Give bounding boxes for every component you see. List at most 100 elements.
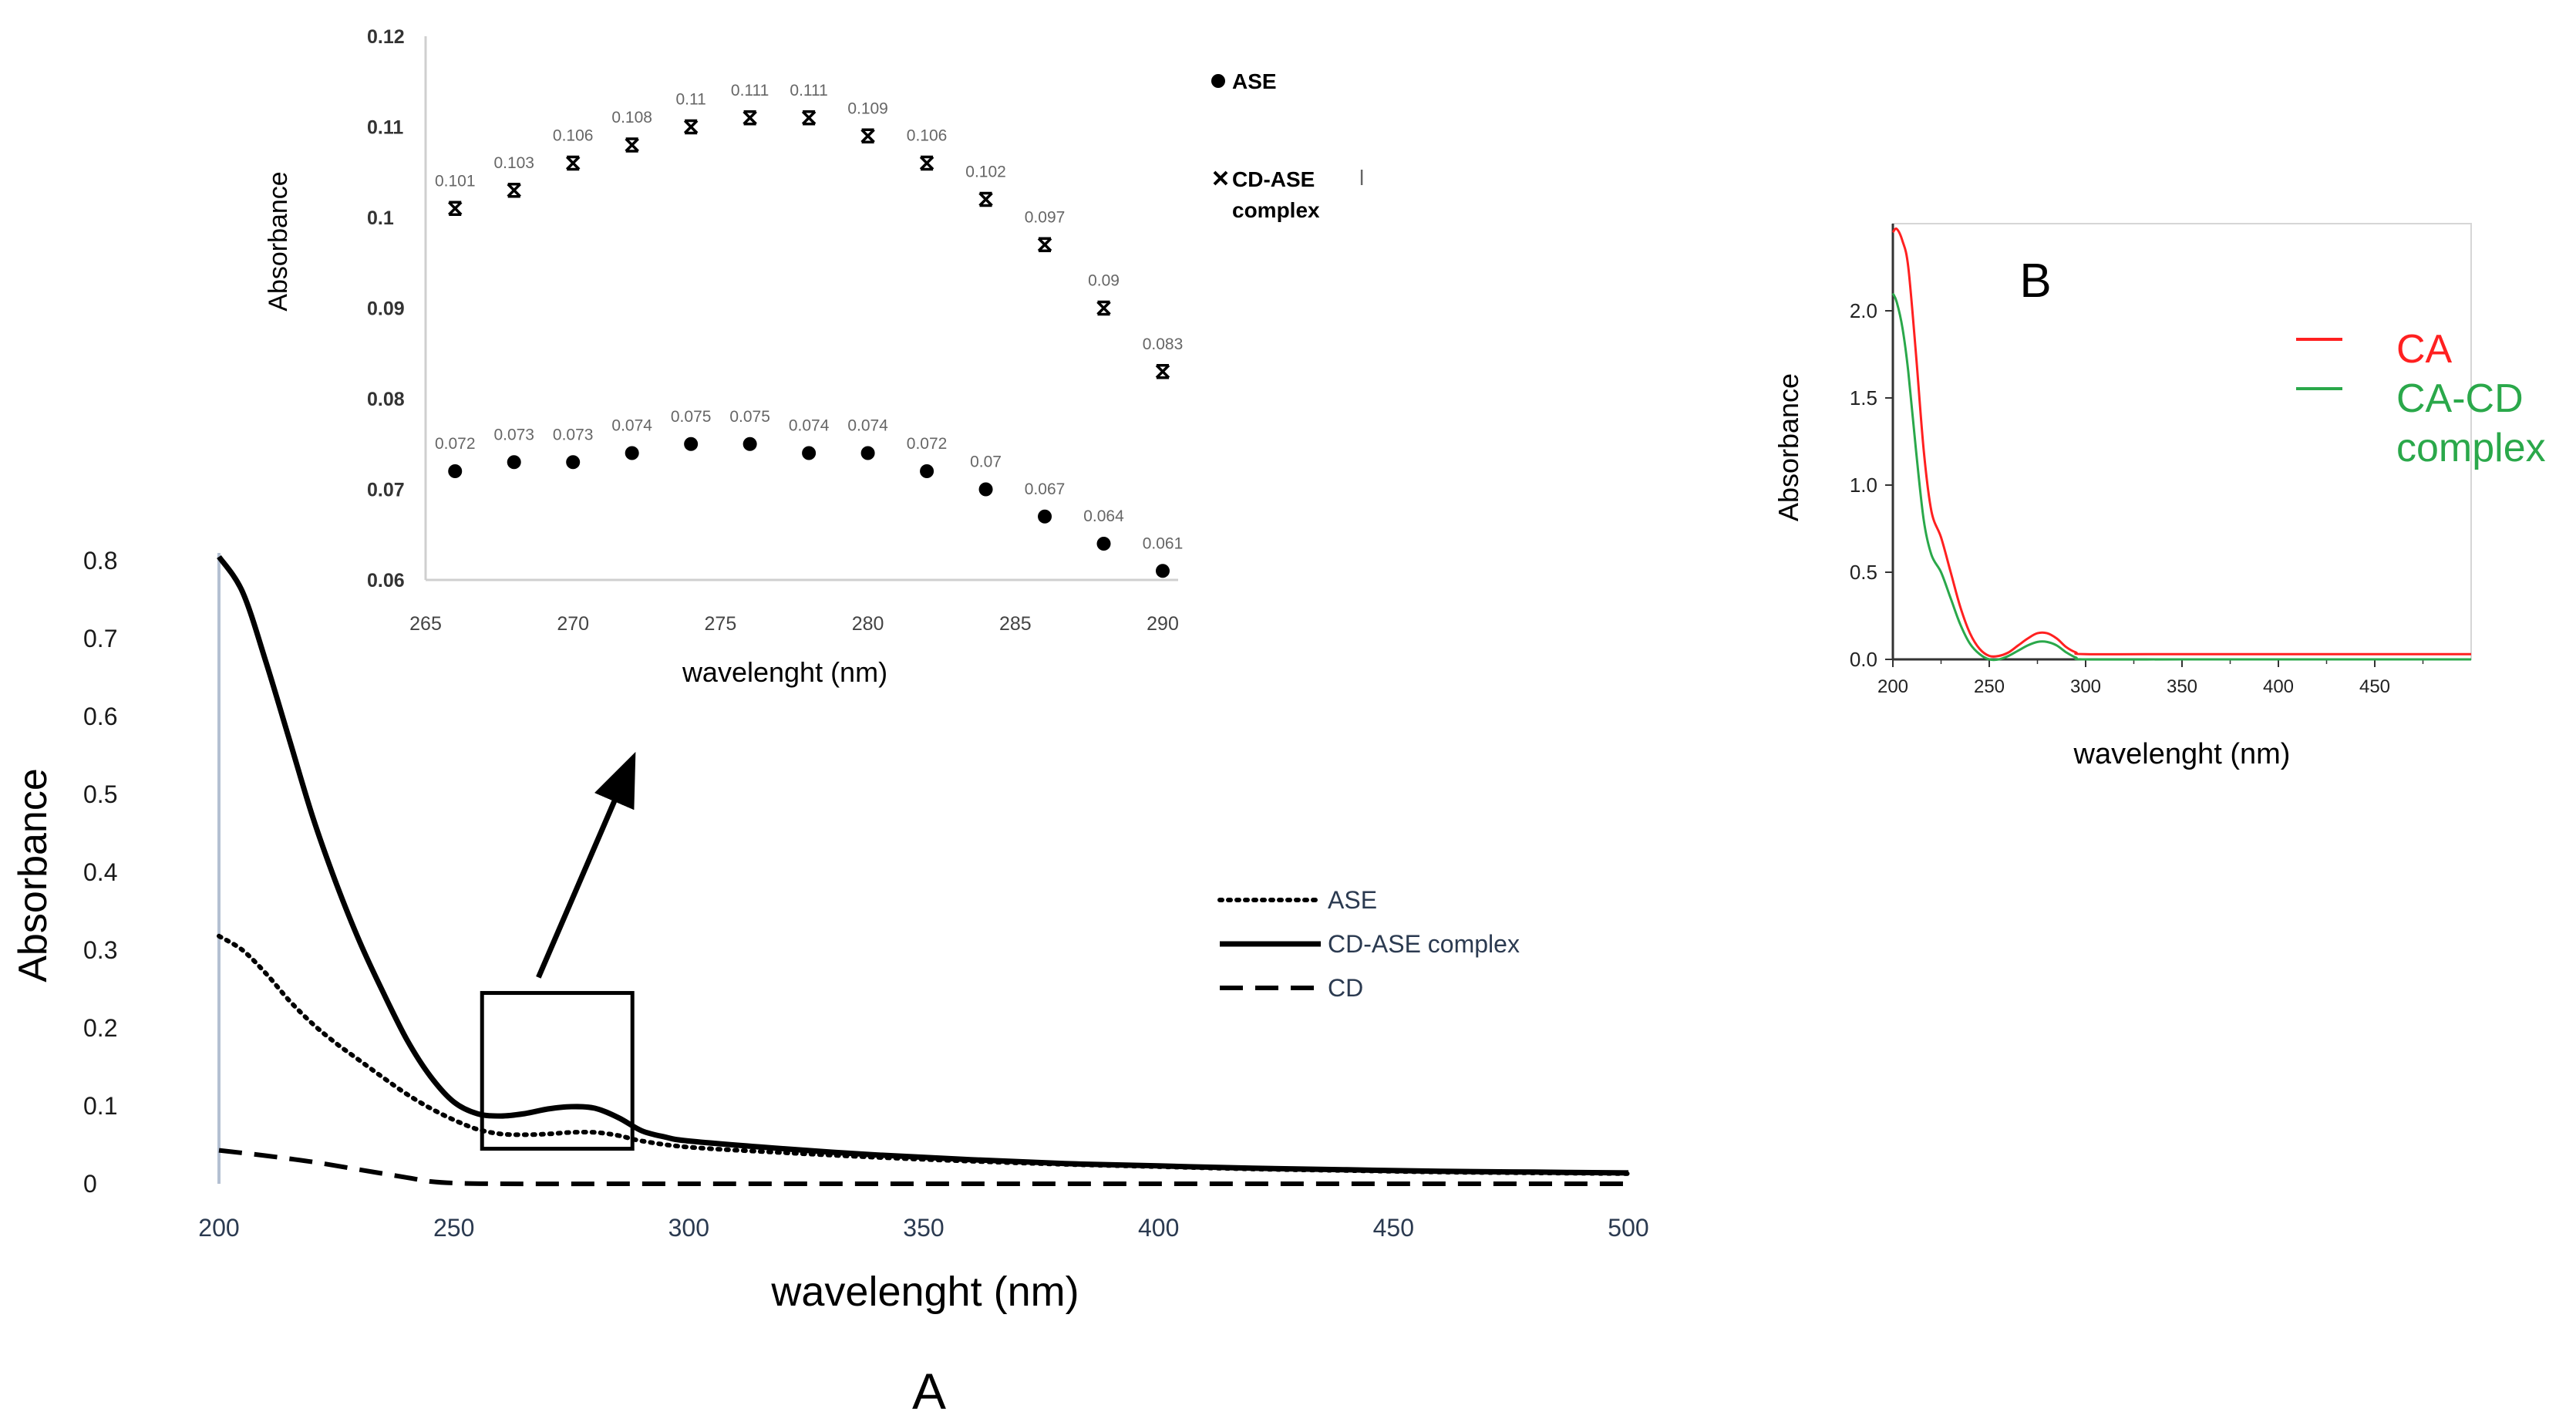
- panel-a-legend-label: ASE: [1328, 886, 1377, 914]
- inset-data-label: 0.074: [789, 417, 830, 435]
- panel-b-label: B: [2019, 254, 2051, 308]
- inset-y-tick-label: 0.11: [367, 117, 403, 139]
- inset-y-axis-label: Absorbance: [264, 171, 293, 311]
- inset-data-label: 0.07: [970, 453, 1002, 471]
- panel-b-chart: 0.0 0.5 1.0 1.5 2.0 200 250 300 350 400 450 CACA-…: [1773, 223, 2546, 770]
- inset-point-cd-ase: [860, 128, 875, 143]
- panel-a-x-tick-label: 400: [1138, 1214, 1179, 1242]
- panel-a-series-line: [217, 933, 1631, 1176]
- inset-data-label: 0.111: [731, 82, 769, 99]
- inset-point-ase: [448, 464, 463, 478]
- inset-point-cd-ase: [978, 191, 993, 207]
- inset-data-points: 0.072 0.073 0.073 0.074 0.075 0.075 0.074 0.074…: [435, 82, 1183, 578]
- panel-b-y-tick-labels: 0.0 0.5 1.0 1.5 2.0: [1850, 299, 1877, 671]
- panel-b-x-tick-label: 350: [2167, 676, 2197, 697]
- panel-a-y-tick-label: 0.4: [83, 858, 117, 886]
- inset-point-cd-ase: [565, 155, 581, 171]
- panel-b-y-tick-label: 0.5: [1850, 561, 1877, 584]
- inset-data-label: 0.061: [1143, 534, 1184, 552]
- inset-point-ase: [684, 436, 699, 451]
- inset-x-axis-label: wavelenght (nm): [682, 656, 887, 688]
- inset-y-tick-label: 0.12: [367, 26, 405, 48]
- inset-x-tick-label: 270: [557, 613, 589, 635]
- panel-b-y-tick-label: 1.0: [1850, 474, 1877, 497]
- panel-a-y-axis-label: Absorbance: [11, 768, 56, 983]
- panel-a-y-tick-label: 0.6: [83, 703, 117, 730]
- panel-b-series-line: [1891, 227, 2471, 658]
- panel-a-label: A: [912, 1363, 946, 1419]
- panel-a-y-tick-label: 0.3: [83, 936, 117, 964]
- panel-b-legend-label: complex: [2396, 426, 2546, 470]
- inset-data-label: 0.102: [965, 163, 1006, 181]
- panel-b-legend-label: CA-CD: [2396, 376, 2524, 421]
- panel-a-x-tick-label: 200: [198, 1214, 239, 1242]
- panel-a-chart: 0 0.1 0.2 0.3 0.4 0.5 0.6 0.7 0.8 200 250 300 350 40…: [11, 547, 1649, 1419]
- inset-data-label: 0.072: [907, 435, 948, 453]
- inset-point-cd-ase: [919, 155, 934, 171]
- inset-point-ase: [802, 446, 817, 460]
- inset-point-ase: [625, 446, 639, 460]
- panel-a-zoom-arrow: [536, 751, 636, 979]
- panel-a-series-line: [218, 1148, 1628, 1187]
- inset-x-tick-label: 280: [852, 613, 884, 635]
- inset-point-ase: [920, 464, 934, 478]
- inset-point-ase: [1096, 537, 1111, 551]
- inset-point-cd-ase: [742, 110, 757, 126]
- inset-data-label: 0.097: [1025, 208, 1066, 226]
- inset-legend-label: CD-ASE: [1232, 167, 1315, 191]
- panel-a-x-axis-label: wavelenght (nm): [770, 1269, 1079, 1315]
- panel-b-x-tick-label: 400: [2263, 676, 2294, 697]
- panel-a-x-tick-label: 450: [1373, 1214, 1414, 1242]
- panel-b-series-line: [1891, 292, 2471, 662]
- panel-b-y-tick-label: 1.5: [1850, 386, 1877, 410]
- inset-point-ase: [566, 455, 581, 470]
- panel-b-x-tick-label: 200: [1877, 676, 1908, 697]
- inset-x-tick-label: 265: [409, 613, 442, 635]
- inset-data-label: 0.103: [493, 154, 534, 172]
- inset-y-tick-label: 0.07: [367, 480, 405, 501]
- inset-point-cd-ase: [448, 201, 463, 216]
- panel-a-x-tick-label: 250: [433, 1214, 474, 1242]
- inset-data-label: 0.073: [553, 426, 594, 443]
- inset-point-cd-ase: [625, 137, 639, 153]
- panel-a-y-tick-label: 0.2: [83, 1014, 117, 1042]
- inset-x-tick-labels: 265 270 275 280 285 290: [409, 613, 1179, 635]
- panel-a-x-tick-label: 300: [668, 1214, 709, 1242]
- panel-b-tick-marks: [1885, 224, 2471, 667]
- inset-data-label: 0.111: [790, 82, 827, 99]
- inset-point-ase: [1156, 564, 1170, 578]
- inset-point-cd-ase: [507, 183, 521, 198]
- inset-point-ase: [507, 455, 521, 470]
- inset-data-label: 0.106: [907, 127, 948, 145]
- inset-point-ase: [978, 482, 993, 497]
- panel-a-legend-label: CD-ASE complex: [1328, 930, 1520, 958]
- panel-a-x-tick-label: 500: [1608, 1214, 1648, 1242]
- inset-data-label: 0.106: [553, 127, 594, 145]
- inset-x-tick-label: 290: [1147, 613, 1179, 635]
- panel-a-y-tick-label: 0: [83, 1170, 97, 1198]
- panel-a-zoom-rectangle: [480, 991, 635, 1151]
- inset-data-label: 0.11: [675, 91, 705, 109]
- inset-y-tick-label: 0.09: [367, 298, 405, 320]
- panel-a-legend: ASE CD-ASE complex CD: [1217, 886, 1520, 1002]
- inset-x-tick-label: 275: [705, 613, 737, 635]
- panel-b-x-tick-label: 450: [2359, 676, 2390, 697]
- panel-a-x-tick-label: 350: [903, 1214, 944, 1242]
- panel-a-y-tick-labels: 0 0.1 0.2 0.3 0.4 0.5 0.6 0.7 0.8: [83, 547, 117, 1198]
- panel-a-y-tick-label: 0.8: [83, 547, 117, 575]
- panel-b-x-axis-label: wavelenght (nm): [2073, 738, 2291, 770]
- inset-legend-label: ASE: [1232, 69, 1277, 93]
- panel-b-x-tick-labels: 200 250 300 350 400 450: [1877, 676, 2390, 697]
- inset-data-label: 0.075: [729, 408, 770, 426]
- inset-data-label: 0.075: [671, 408, 712, 426]
- inset-legend: ASE CD-ASE complex: [1211, 69, 1320, 222]
- panel-b-y-tick-label: 0.0: [1850, 648, 1877, 671]
- inset-data-label: 0.109: [847, 99, 888, 117]
- inset-data-label: 0.101: [435, 172, 476, 190]
- panel-b-y-axis-label: Absorbance: [1773, 373, 1804, 521]
- panel-a-y-tick-label: 0.7: [83, 625, 117, 652]
- inset-point-cd-ase: [1037, 237, 1052, 252]
- inset-data-label: 0.072: [435, 435, 476, 453]
- inset-y-tick-label: 0.06: [367, 570, 405, 592]
